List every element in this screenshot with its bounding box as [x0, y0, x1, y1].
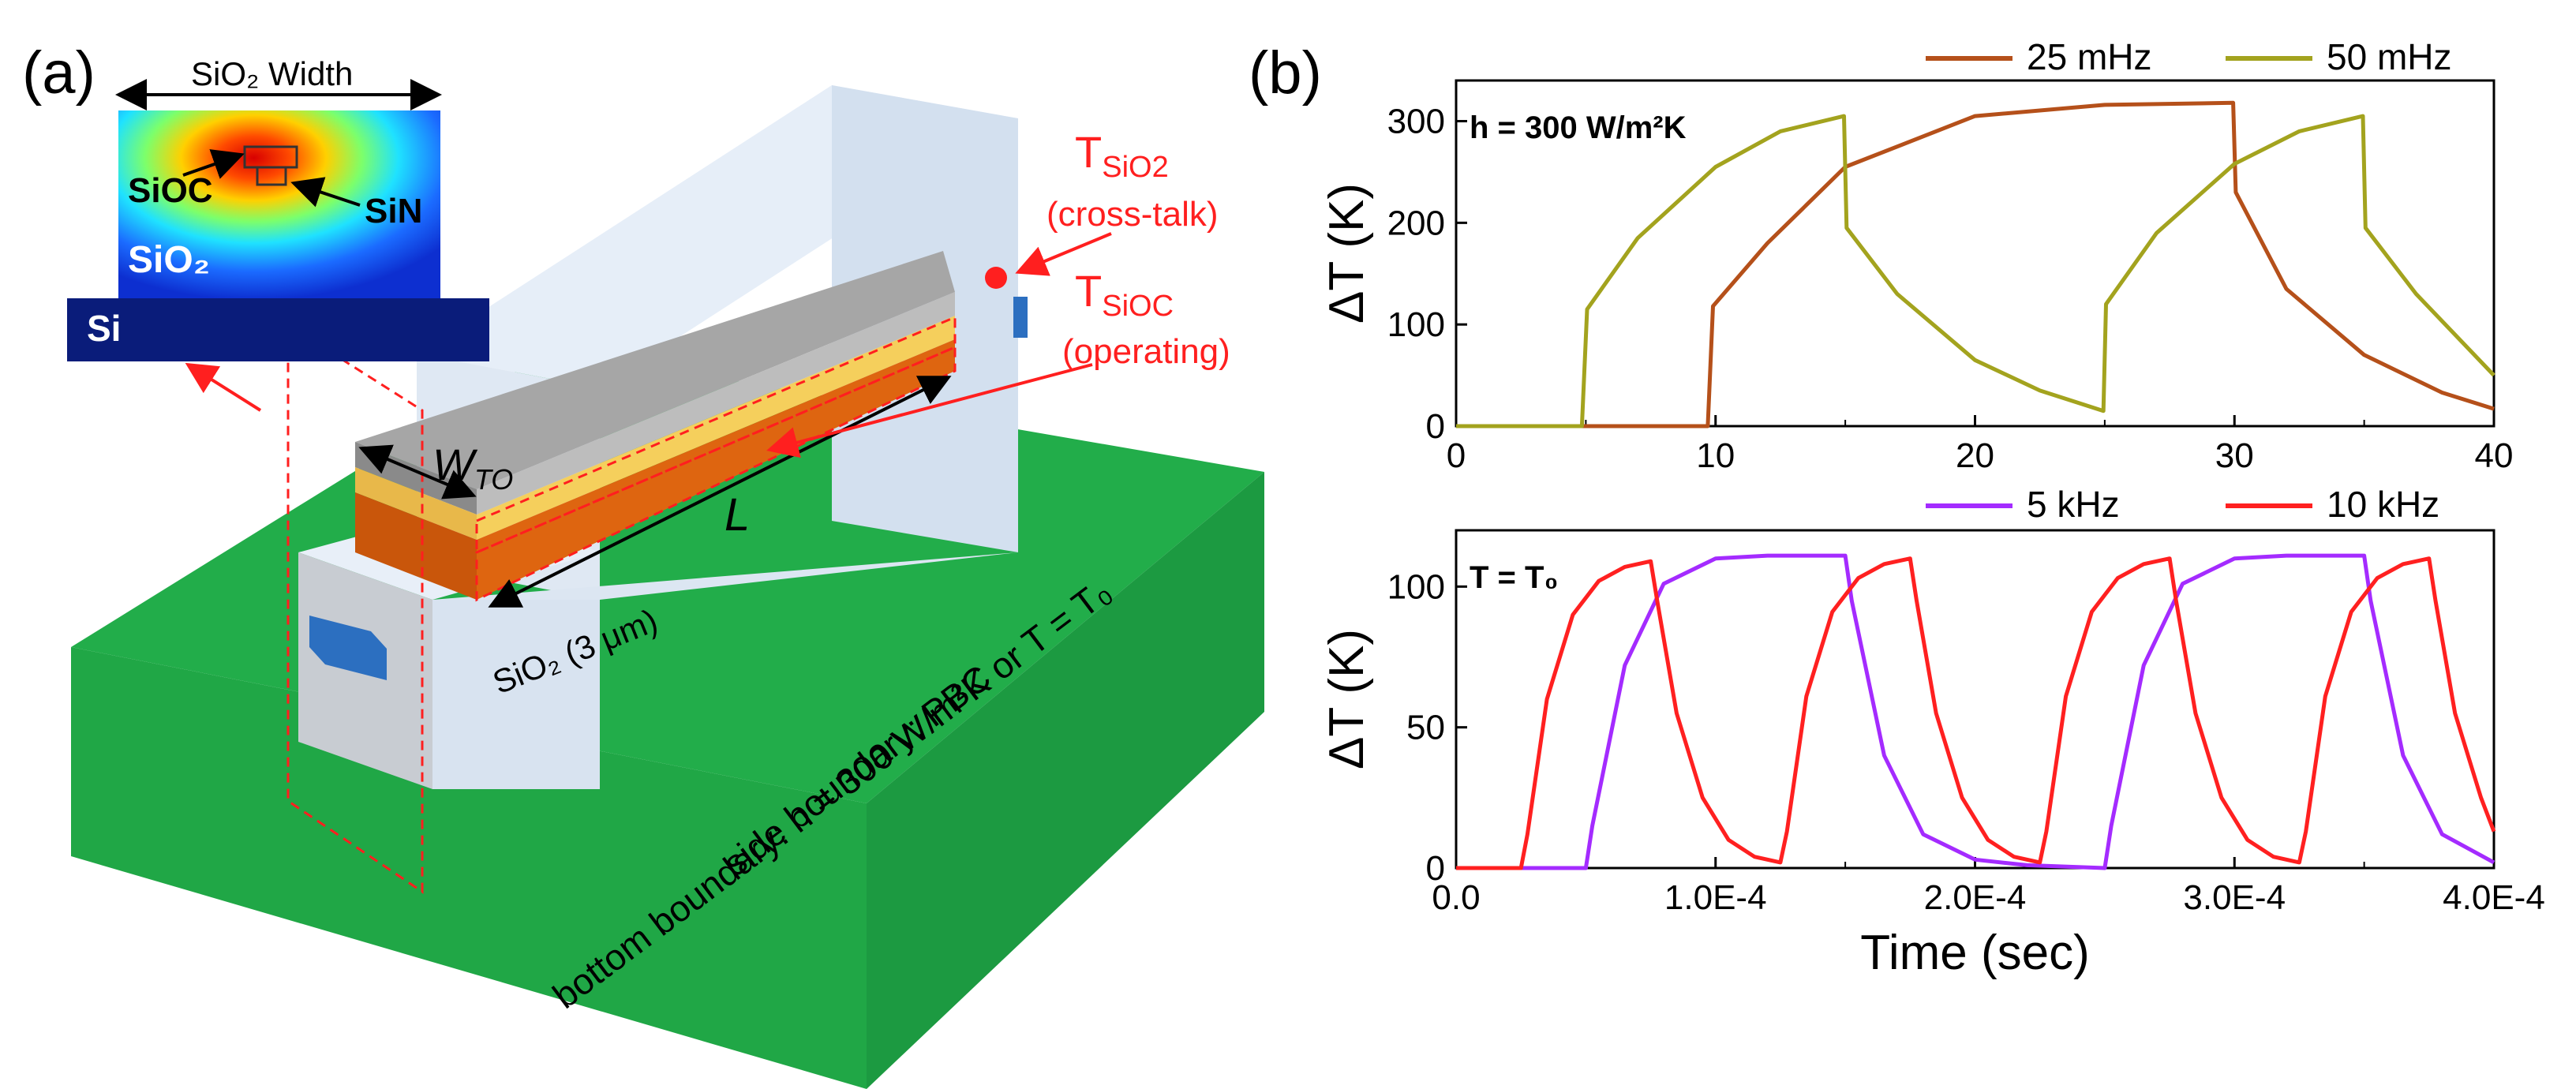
- series-line-10-khz: [1456, 556, 2496, 870]
- w-to-dimension: [358, 444, 477, 500]
- panel-label-a: (a): [22, 39, 95, 107]
- y-tick-label: 0: [1426, 849, 1445, 888]
- oxide-main-front: [432, 600, 600, 789]
- x-tick-label: 40: [2475, 436, 2514, 475]
- t-sio2-probe: [985, 267, 1007, 289]
- chart-annotation: h = 300 W/m²K: [1470, 110, 1687, 145]
- inset-link-arrow: [185, 362, 262, 412]
- x-axis-label: Time (sec): [1860, 926, 2089, 980]
- y-tick-label: 200: [1387, 204, 1445, 242]
- y-axis-label: ΔT (K): [1320, 183, 1374, 324]
- x-tick-label: 4.0E-4: [2443, 878, 2545, 917]
- ground-right-face: [867, 472, 1264, 1089]
- operating-region-lower: [475, 345, 957, 602]
- oxide-block: [298, 85, 1018, 789]
- chart-annotation: T = T₀: [1470, 560, 1558, 595]
- inset-sin-core: [256, 166, 287, 186]
- panel-label-b: (b): [1249, 39, 1322, 107]
- contact-pad-right: [1013, 297, 1028, 338]
- y-tick-label: 0: [1426, 407, 1445, 446]
- series-line-50-mhz: [1456, 114, 2496, 428]
- y-tick-label: 100: [1387, 305, 1445, 344]
- t-sio2-desc: (cross-talk): [1046, 195, 1219, 234]
- length-dimension: [488, 376, 952, 608]
- cross-section-inset: SiO₂ Width SiOC SiN SiO₂ Si: [67, 55, 489, 412]
- inset-sin-arrow: [290, 177, 361, 208]
- x-tick-label: 0.0: [1432, 878, 1480, 917]
- chart-panel: (b) 0 10 20 30 40 0 100 200 300 ΔT (K) h = 300 W/m…: [1249, 36, 2545, 980]
- contact-pad-left: [309, 616, 387, 680]
- t-sioc-label: TSiOC: [1075, 266, 1174, 323]
- inset-sioc-arrow: [182, 149, 245, 179]
- length-label: L: [724, 489, 750, 541]
- inset-sin-label: SiN: [365, 192, 422, 230]
- legend-label: 50 mHz: [2327, 36, 2451, 77]
- inset-si-label: Si: [87, 308, 121, 349]
- legend-label: 10 kHz: [2327, 484, 2439, 525]
- inset-sio2-field: [118, 110, 440, 300]
- schematic-panel: (a): [22, 39, 1264, 1089]
- inset-sioc-label: SiOC: [128, 171, 213, 210]
- t-sioc-arrow: [766, 363, 1093, 458]
- series-line-25-mhz: [1456, 100, 2495, 428]
- chart-bottom: 0.0 1.0E-4 2.0E-4 3.0E-4 4.0E-4 0 50 100 ΔT (K) T…: [1320, 484, 2545, 980]
- ground-left-face: [71, 647, 867, 1089]
- x-tick-label: 1.0E-4: [1664, 878, 1767, 917]
- x-tick-label: 0: [1447, 436, 1466, 475]
- inset-si-layer: [67, 298, 489, 361]
- cross-section-plane: [286, 323, 424, 894]
- t-sio2-label: TSiO2: [1075, 127, 1169, 184]
- x-tick-label: 3.0E-4: [2183, 878, 2286, 917]
- x-tick-label: 10: [1696, 436, 1735, 475]
- legend-label: 5 kHz: [2027, 484, 2120, 525]
- chart-top: 0 10 20 30 40 0 100 200 300 ΔT (K) h = 300 W/m²K 25…: [1320, 36, 2513, 475]
- y-tick-label: 50: [1406, 709, 1445, 747]
- y-tick-label: 100: [1387, 567, 1445, 606]
- operating-region: [475, 315, 957, 555]
- t-sio2-arrow: [1015, 232, 1112, 276]
- y-tick-label: 300: [1387, 103, 1445, 141]
- legend-label: 25 mHz: [2027, 36, 2151, 77]
- x-tick-label: 30: [2215, 436, 2254, 475]
- inset-width-label: SiO₂ Width: [191, 55, 353, 92]
- x-tick-label: 2.0E-4: [1924, 878, 2027, 917]
- x-tick-label: 20: [1956, 436, 1994, 475]
- y-axis-label: ΔT (K): [1320, 629, 1374, 769]
- inset-sio2-label: SiO₂: [128, 239, 210, 281]
- heater-orange-front: [355, 492, 477, 600]
